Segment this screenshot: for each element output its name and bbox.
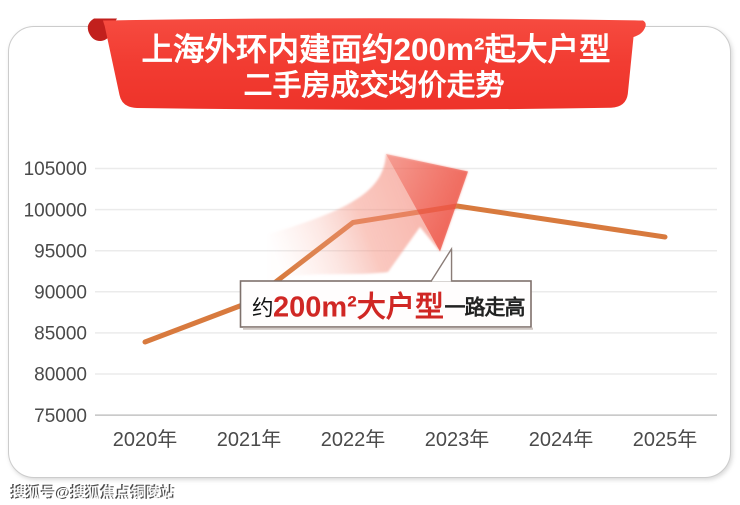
svg-text:85000: 85000 (34, 324, 87, 345)
svg-text:75000: 75000 (34, 406, 87, 427)
svg-text:80000: 80000 (34, 365, 87, 386)
svg-text:约: 约 (252, 297, 274, 321)
svg-text:100000: 100000 (24, 200, 87, 221)
svg-text:上海外环内建面约200m²起大户型: 上海外环内建面约200m²起大户型 (141, 31, 610, 67)
svg-text:95000: 95000 (34, 241, 87, 262)
svg-text:2023年: 2023年 (425, 428, 490, 451)
svg-text:2025年: 2025年 (633, 428, 698, 451)
svg-text:2024年: 2024年 (529, 428, 594, 451)
svg-text:90000: 90000 (34, 283, 87, 304)
svg-text:2021年: 2021年 (217, 428, 282, 451)
svg-text:2020年: 2020年 (113, 428, 178, 451)
svg-text:一路走高: 一路走高 (445, 296, 526, 320)
svg-text:105000: 105000 (24, 159, 87, 180)
svg-text:200m²大户型: 200m²大户型 (273, 290, 444, 324)
svg-text:二手房成交均价走势: 二手房成交均价走势 (243, 68, 504, 102)
svg-text:2022年: 2022年 (321, 428, 386, 451)
